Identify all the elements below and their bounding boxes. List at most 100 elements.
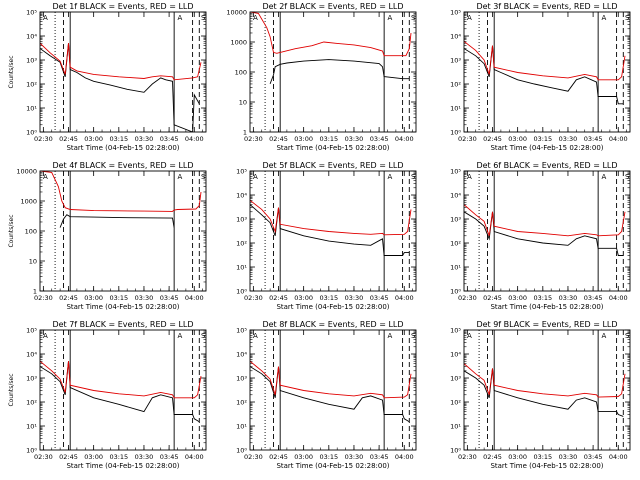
x-tick-label: 03:15 (109, 294, 128, 302)
y-tick-label: 10³ (236, 375, 247, 383)
y-tick-label: 10⁴ (236, 192, 247, 200)
series-line-events (464, 211, 624, 256)
attenuator-label: A (253, 14, 258, 22)
x-tick-label: 03:30 (135, 453, 154, 461)
x-tick-label: 03:45 (584, 294, 603, 302)
x-tick-label: 03:00 (84, 294, 103, 302)
y-tick-label: 10⁰ (26, 447, 37, 455)
attenuator-label: A (387, 173, 392, 181)
x-tick-label: 02:30 (244, 294, 263, 302)
series-line-lld (464, 363, 626, 398)
panel-2f: Det 2f BLACK = Events, RED = LLD Start Ti… (226, 2, 417, 152)
series-line-events (250, 366, 410, 423)
y-tick-label: 100 (25, 228, 37, 236)
x-axis-label: Start Time (04-Feb-15 02:28:00) (490, 303, 603, 311)
y-tick-label: 1000 (230, 39, 247, 47)
plot-frame (249, 11, 417, 133)
x-tick-label: 03:30 (345, 453, 364, 461)
plot-area (250, 12, 412, 132)
panel-1f: Det 1f BLACK = Events, RED = LLD Counts/s… (8, 2, 207, 152)
series-line-events (269, 59, 410, 85)
panel-title: Det 8f BLACK = Events, RED = LLD (262, 320, 403, 329)
y-tick-label: 10000 (226, 9, 247, 17)
attenuator-label: A (467, 332, 472, 340)
x-tick-label: 03:15 (533, 294, 552, 302)
y-axis-label: Counts/sec (8, 214, 15, 247)
x-tick-label: 03:45 (584, 135, 603, 143)
attenuator-label: S (625, 332, 630, 340)
x-tick-label: 03:15 (319, 294, 338, 302)
panel-7f: Det 7f BLACK = Events, RED = LLD Counts/s… (8, 320, 207, 470)
attenuator-label: S (411, 332, 416, 340)
x-tick-label: 03:15 (109, 135, 128, 143)
attenuator-label: A (601, 173, 606, 181)
x-axis-label: Start Time (04-Feb-15 02:28:00) (66, 144, 179, 152)
panel-5f: Det 5f BLACK = Events, RED = LLD Start Ti… (236, 161, 417, 311)
x-axis-label: Start Time (04-Feb-15 02:28:00) (276, 144, 389, 152)
y-tick-label: 10² (236, 240, 247, 248)
panel-8f: Det 8f BLACK = Events, RED = LLD Start Ti… (236, 320, 417, 470)
y-tick-label: 10³ (26, 57, 37, 65)
attenuator-label: A (177, 14, 182, 22)
panel-9f: Det 9f BLACK = Events, RED = LLD Start Ti… (450, 320, 631, 470)
y-tick-label: 10¹ (236, 423, 247, 431)
y-tick-label: 1000 (20, 198, 37, 206)
y-tick-label: 10⁵ (236, 168, 247, 176)
x-tick-label: 03:45 (370, 453, 389, 461)
panel-title: Det 9f BLACK = Events, RED = LLD (476, 320, 617, 329)
x-tick-label: 03:45 (370, 294, 389, 302)
y-tick-label: 10³ (236, 216, 247, 224)
plot-frame (39, 170, 207, 292)
series-line-lld (250, 12, 412, 57)
x-tick-label: 04:00 (185, 294, 204, 302)
attenuator-label: A (43, 14, 48, 22)
x-tick-label: 03:30 (135, 294, 154, 302)
y-tick-label: 10² (236, 399, 247, 407)
x-tick-label: 02:30 (458, 294, 477, 302)
x-tick-label: 04:00 (185, 453, 204, 461)
x-tick-label: 02:45 (59, 294, 78, 302)
x-tick-label: 04:00 (609, 453, 628, 461)
panel-title: Det 7f BLACK = Events, RED = LLD (52, 320, 193, 329)
x-tick-label: 03:00 (294, 453, 313, 461)
x-tick-label: 03:00 (508, 453, 527, 461)
series-line-lld (40, 42, 202, 81)
x-tick-label: 03:15 (319, 453, 338, 461)
attenuator-label: S (201, 332, 206, 340)
attenuator-label: A (177, 173, 182, 181)
plot-area (250, 171, 412, 291)
x-tick-label: 02:30 (34, 135, 53, 143)
plot-area (464, 171, 626, 291)
y-tick-label: 10⁰ (450, 288, 461, 296)
plot-frame (463, 170, 631, 292)
x-tick-label: 02:45 (483, 135, 502, 143)
x-tick-label: 03:00 (294, 135, 313, 143)
x-tick-label: 02:45 (269, 294, 288, 302)
x-tick-label: 04:00 (395, 453, 414, 461)
y-tick-label: 10⁰ (236, 447, 247, 455)
y-tick-label: 10¹ (450, 264, 461, 272)
x-tick-label: 03:45 (160, 453, 179, 461)
y-tick-label: 10¹ (26, 423, 37, 431)
panel-title: Det 6f BLACK = Events, RED = LLD (476, 161, 617, 170)
attenuator-label: A (601, 14, 606, 22)
x-tick-label: 03:15 (319, 135, 338, 143)
series-line-lld (464, 40, 626, 81)
series-line-lld (464, 204, 626, 237)
panel-title: Det 4f BLACK = Events, RED = LLD (52, 161, 193, 170)
x-axis-label: Start Time (04-Feb-15 02:28:00) (276, 303, 389, 311)
x-tick-label: 03:15 (533, 453, 552, 461)
y-tick-label: 10¹ (450, 105, 461, 113)
panel-title: Det 3f BLACK = Events, RED = LLD (476, 2, 617, 11)
x-axis-label: Start Time (04-Feb-15 02:28:00) (276, 462, 389, 470)
y-tick-label: 10⁵ (26, 327, 37, 335)
x-tick-label: 02:30 (244, 453, 263, 461)
y-tick-label: 10⁰ (450, 129, 461, 137)
y-tick-label: 10⁴ (450, 33, 461, 41)
x-tick-label: 02:45 (269, 453, 288, 461)
x-tick-label: 03:00 (84, 135, 103, 143)
y-tick-label: 10² (450, 81, 461, 89)
plot-frame (39, 329, 207, 451)
x-tick-label: 03:45 (370, 135, 389, 143)
